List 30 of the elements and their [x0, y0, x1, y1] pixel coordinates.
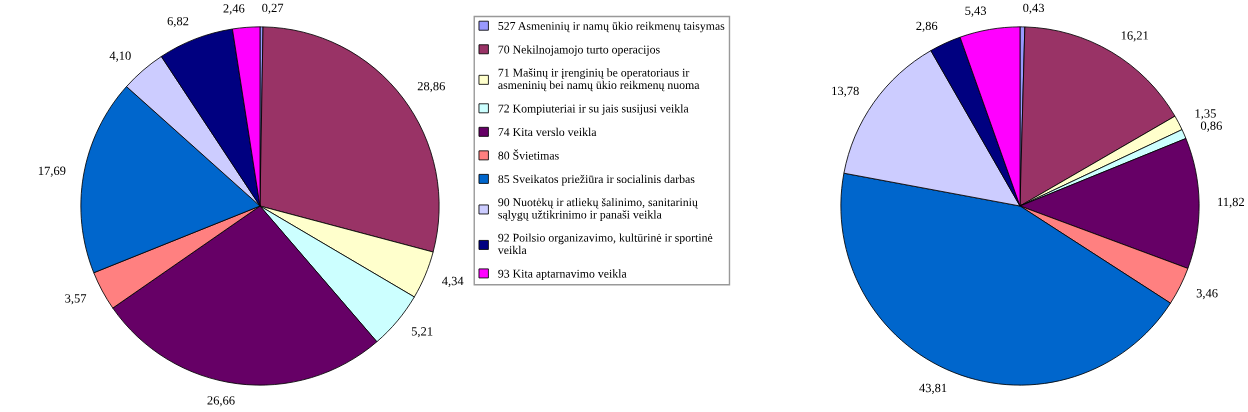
data-label: 1,35 [1195, 109, 1216, 120]
data-label: 13,78 [832, 86, 859, 97]
data-label: 2,46 [223, 4, 245, 15]
legend-label: 92 Poilsio organizavimo, kultūrinė ir sportinė veikla [497, 233, 713, 255]
data-label: 4,10 [109, 51, 131, 62]
data-label: 6,82 [167, 16, 189, 28]
data-label: 17,69 [38, 166, 66, 177]
data-label: 0,43 [1023, 3, 1045, 14]
legend-label: 74 Kita verslo veikla [498, 127, 597, 137]
data-label: 26,66 [207, 396, 235, 407]
data-label: 0,27 [262, 3, 284, 14]
legend-label: 527 Asmeninių ir namų ūkio reikmenų taisymas [498, 21, 725, 33]
legend-label: 90 Nuotėkų ir atliekų šalinimo, sanitarinių sąlygų užtikrinimo ir panaši veikla [498, 197, 698, 222]
data-label: 0,86 [1200, 121, 1222, 132]
legend-label: 80 Švietimas [498, 149, 559, 160]
data-label: 5,21 [411, 327, 433, 338]
data-label: 16,21 [1121, 31, 1149, 42]
legend-label: 72 Kompiuteriai ir su jais susijusi veikla [498, 104, 689, 115]
data-label: 2,86 [916, 21, 938, 32]
data-label: 4,34 [442, 276, 464, 287]
legend-label: 93 Kita aptarnavimo veikla [498, 269, 627, 281]
data-label: 43,81 [919, 383, 947, 394]
data-label: 5,43 [965, 6, 987, 17]
data-label: 11,82 [1218, 197, 1244, 208]
legend-label: 71 Mašinų ir įrenginių be operatoriaus ir asmeninių bei namų ūkio reikmenų nuoma [498, 68, 700, 92]
legend-label: 85 Sveikatos priežiūra ir socialinis darbas [498, 174, 695, 186]
data-label: 28,86 [417, 81, 445, 93]
legend-label: 70 Nekilnojamojo turto operacijos [498, 45, 660, 56]
data-label: 3,57 [65, 294, 87, 305]
data-label: 3,46 [1196, 289, 1218, 300]
